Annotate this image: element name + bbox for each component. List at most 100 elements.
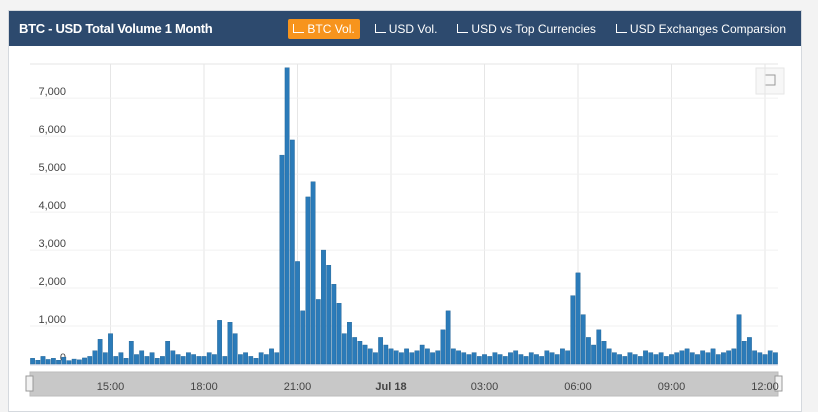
- x-tick-label: 15:00: [97, 381, 125, 393]
- bar: [50, 358, 56, 365]
- bar: [87, 356, 93, 365]
- y-tick-label: 7,000: [38, 86, 66, 98]
- bar: [362, 344, 368, 365]
- bar: [715, 354, 721, 365]
- bar: [154, 358, 160, 365]
- bar: [217, 320, 222, 365]
- navigator-handle[interactable]: [774, 375, 783, 392]
- bar: [128, 341, 134, 365]
- bar: [617, 354, 622, 365]
- bar: [212, 354, 217, 365]
- bar: [295, 261, 300, 365]
- bar: [731, 348, 737, 365]
- bar: [310, 181, 316, 365]
- tab-button[interactable]: USD Exchanges Comparsion: [611, 19, 791, 39]
- bar: [196, 356, 202, 365]
- tab-label: BTC Vol.: [307, 21, 355, 36]
- bar: [461, 352, 467, 365]
- bar: [689, 352, 695, 365]
- bar: [321, 249, 326, 365]
- bar: [352, 337, 358, 365]
- bar: [367, 348, 373, 365]
- bar: [705, 352, 711, 365]
- bar: [476, 356, 482, 365]
- widget-title: BTC - USD Total Volume 1 Month: [19, 21, 213, 36]
- navigator: [29, 371, 779, 397]
- bar: [741, 341, 747, 365]
- bar: [113, 356, 119, 365]
- bar: [92, 350, 98, 365]
- bar: [663, 356, 669, 365]
- bar: [611, 352, 617, 365]
- bar: [445, 310, 451, 365]
- tab-icon: [615, 24, 627, 33]
- bar: [56, 360, 61, 365]
- bar: [544, 350, 550, 365]
- bar: [399, 352, 404, 365]
- bar: [258, 352, 264, 365]
- bar: [627, 352, 633, 365]
- y-tick-label: 1,000: [38, 314, 66, 326]
- x-tick-label: 12:00: [751, 381, 779, 393]
- bar: [684, 348, 690, 365]
- bar: [237, 354, 243, 365]
- bar: [383, 344, 389, 365]
- bar: [757, 352, 763, 365]
- header: BTC - USD Total Volume 1 Month BTC Vol. U…: [9, 11, 801, 46]
- bar: [518, 354, 524, 365]
- bar: [253, 358, 259, 365]
- bar: [456, 350, 461, 365]
- x-tick-label: 21:00: [284, 381, 312, 393]
- bar: [450, 348, 456, 365]
- bar: [404, 348, 409, 365]
- x-tick-label: 06:00: [564, 381, 592, 393]
- bar: [632, 354, 638, 365]
- bar: [653, 354, 659, 365]
- bar: [393, 350, 399, 365]
- bar: [186, 352, 191, 365]
- tab-button[interactable]: BTC Vol.: [288, 18, 360, 39]
- bar: [679, 350, 685, 365]
- tab-button[interactable]: USD vs Top Currencies: [452, 19, 601, 39]
- bar: [419, 344, 425, 365]
- x-tick-label: Jul 18: [375, 381, 406, 393]
- bar: [165, 341, 171, 365]
- bar: [341, 333, 347, 365]
- bar: [643, 350, 648, 365]
- bar: [637, 356, 643, 365]
- bar: [700, 350, 706, 365]
- widget: BTC - USD Total Volume 1 Month BTC Vol. U…: [8, 10, 802, 412]
- bar: [347, 322, 352, 365]
- y-tick-label: 3,000: [38, 238, 66, 250]
- bar: [596, 329, 602, 365]
- tab-icon: [374, 24, 386, 33]
- navigator-handle[interactable]: [25, 375, 34, 392]
- bar: [560, 348, 565, 365]
- bar: [601, 341, 607, 365]
- bar: [35, 360, 41, 365]
- bar: [586, 337, 591, 365]
- bar: [430, 352, 435, 365]
- bar: [528, 352, 534, 365]
- bar: [721, 352, 726, 365]
- tab-label: USD vs Top Currencies: [471, 21, 596, 36]
- bar: [71, 358, 77, 365]
- bar: [336, 303, 342, 365]
- bar: [149, 352, 155, 365]
- bar: [248, 356, 254, 365]
- bar: [388, 348, 394, 365]
- bar: [66, 360, 72, 365]
- y-tick-label: 2,000: [38, 276, 66, 288]
- bar: [206, 352, 212, 365]
- bar: [674, 352, 680, 365]
- bar: [669, 354, 674, 365]
- button-bar: BTC Vol. USD Vol. USD vs Top Currencies USD…: [288, 18, 801, 39]
- x-tick-label: 03:00: [471, 381, 499, 393]
- bar: [440, 329, 446, 365]
- bar: [747, 337, 752, 365]
- bar: [554, 354, 560, 365]
- save-button[interactable]: [755, 67, 785, 95]
- bar: [492, 352, 498, 365]
- bar: [767, 350, 773, 365]
- tab-button[interactable]: USD Vol.: [370, 19, 443, 39]
